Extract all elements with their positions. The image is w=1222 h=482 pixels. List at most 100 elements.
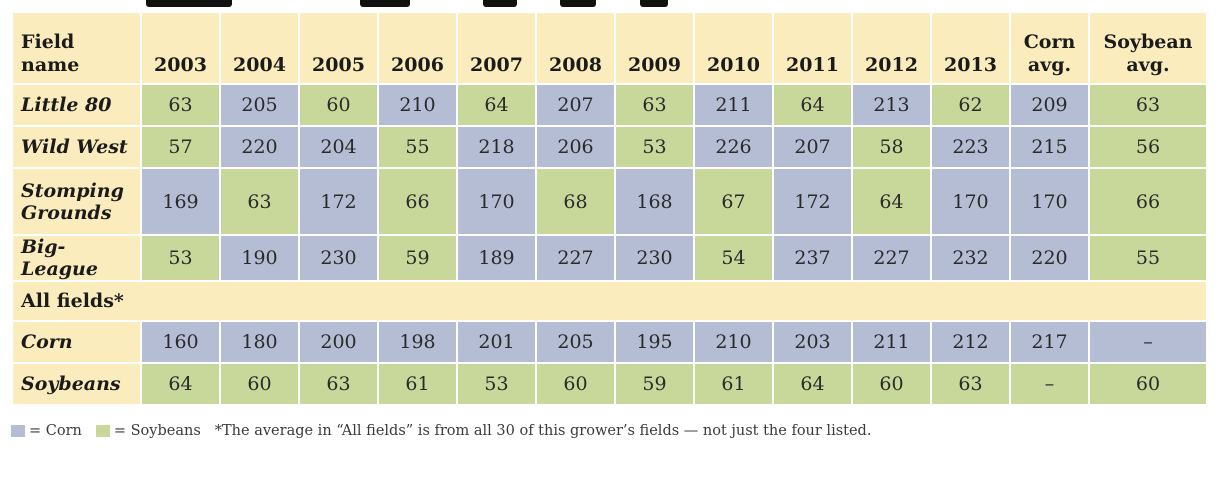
field-name: Wild West [13,127,140,167]
legend-soybeans-label: = Soybeans [113,423,201,439]
soybean-avg-header-line2: avg. [1126,54,1170,76]
cropped-title-fragment [0,0,1222,12]
corn-swatch-icon [11,425,25,437]
yield-cell: 67 [695,169,772,234]
yield-cell: 195 [616,322,693,362]
legend-corn-label: = Corn [29,423,82,439]
yield-cell: 172 [774,169,851,234]
soybean-avg-cell: 55 [1090,236,1206,280]
section-row: All fields* [13,282,1206,320]
yield-cell: 220 [221,127,298,167]
corn-avg-cell: 209 [1011,85,1088,125]
header-row: Field name 2003 2004 2005 2006 2007 2008… [13,13,1206,83]
yield-cell: 204 [300,127,377,167]
field-name: Stomping Grounds [13,169,140,234]
year-header: 2011 [774,13,851,83]
soybean-avg-cell: 66 [1090,169,1206,234]
yield-cell: 57 [142,127,219,167]
field-name-line: Big-League [21,236,98,280]
yield-cell: 53 [616,127,693,167]
field-name-header: Field name [13,13,140,83]
yield-cell: 206 [537,127,614,167]
year-header: 2012 [853,13,930,83]
yield-cell: 169 [142,169,219,234]
year-header: 2004 [221,13,298,83]
yield-cell: 210 [695,322,772,362]
corn-avg-header-line2: avg. [1027,54,1072,76]
yield-cell: 211 [853,322,930,362]
yield-cell: 60 [221,364,298,404]
yield-cell: 205 [221,85,298,125]
yield-cell: 60 [853,364,930,404]
legend: = Corn = Soybeans *The average in “All f… [11,420,871,442]
year-header: 2013 [932,13,1009,83]
yield-cell: 226 [695,127,772,167]
yield-cell: 189 [458,236,535,280]
yield-cell: 53 [458,364,535,404]
year-header: 2008 [537,13,614,83]
yield-cell: 63 [221,169,298,234]
yield-cell: 64 [774,364,851,404]
yield-cell: 63 [616,85,693,125]
field-name-line: Corn [21,331,73,353]
field-name-line: Grounds [21,201,112,224]
yield-cell: 168 [616,169,693,234]
yield-cell: 58 [853,127,930,167]
yield-cell: 180 [221,322,298,362]
field-name-line: Little 80 [21,94,112,116]
soybean-avg-cell: 56 [1090,127,1206,167]
year-header: 2007 [458,13,535,83]
field-name: Little 80 [13,85,140,125]
yield-cell: 66 [379,169,456,234]
yield-cell: 64 [458,85,535,125]
table-row: Corn 160 180 200 198 201 205 195 210 203 211 212 217… [13,322,1206,362]
yield-cell: 230 [616,236,693,280]
yield-cell: 63 [300,364,377,404]
yield-cell: 205 [537,322,614,362]
yield-cell: 59 [616,364,693,404]
table-row: Little 80 63 205 60 210 64 207 63 211 64 213 62 209 6… [13,85,1206,125]
field-name: Soybeans [13,364,140,404]
yield-cell: 232 [932,236,1009,280]
field-name-line: Stomping [21,179,124,202]
legend-corn: = Corn [11,423,82,439]
yield-cell: 61 [695,364,772,404]
yield-cell: 60 [537,364,614,404]
table-row: Big-League 53 190 230 59 189 227 230 54 237 227 232… [13,236,1206,280]
field-name: Big-League [13,236,140,280]
soybean-avg-header-line1: Soybean [1103,31,1193,53]
soybean-avg-header: Soybean avg. [1090,13,1206,83]
corn-avg-cell: – [1011,364,1088,404]
corn-avg-cell: 215 [1011,127,1088,167]
footnote: *The average in “All fields” is from all… [214,423,872,439]
yield-cell: 227 [537,236,614,280]
crop-yield-table: Field name 2003 2004 2005 2006 2007 2008… [11,11,1208,406]
header-field-line1: Field [21,31,75,53]
yield-cell: 237 [774,236,851,280]
all-fields-label: All fields* [13,282,1206,320]
yield-cell: 59 [379,236,456,280]
yield-cell: 54 [695,236,772,280]
field-name-line: Soybeans [21,373,121,395]
corn-avg-header-line1: Corn [1023,31,1076,53]
yield-cell: 170 [458,169,535,234]
yield-cell: 213 [853,85,930,125]
field-name-line: Wild West [21,136,128,158]
yield-cell: 63 [932,364,1009,404]
yield-cell: 211 [695,85,772,125]
yield-cell: 170 [932,169,1009,234]
yield-cell: 207 [537,85,614,125]
yield-cell: 230 [300,236,377,280]
soybean-avg-cell: 60 [1090,364,1206,404]
yield-cell: 198 [379,322,456,362]
year-header: 2005 [300,13,377,83]
yield-cell: 53 [142,236,219,280]
yield-cell: 200 [300,322,377,362]
yield-cell: 172 [300,169,377,234]
yield-cell: 201 [458,322,535,362]
table-row: Stomping Grounds 169 63 172 66 170 68 168 67 172 64… [13,169,1206,234]
year-header: 2010 [695,13,772,83]
yield-cell: 227 [853,236,930,280]
yield-cell: 62 [932,85,1009,125]
yield-cell: 218 [458,127,535,167]
